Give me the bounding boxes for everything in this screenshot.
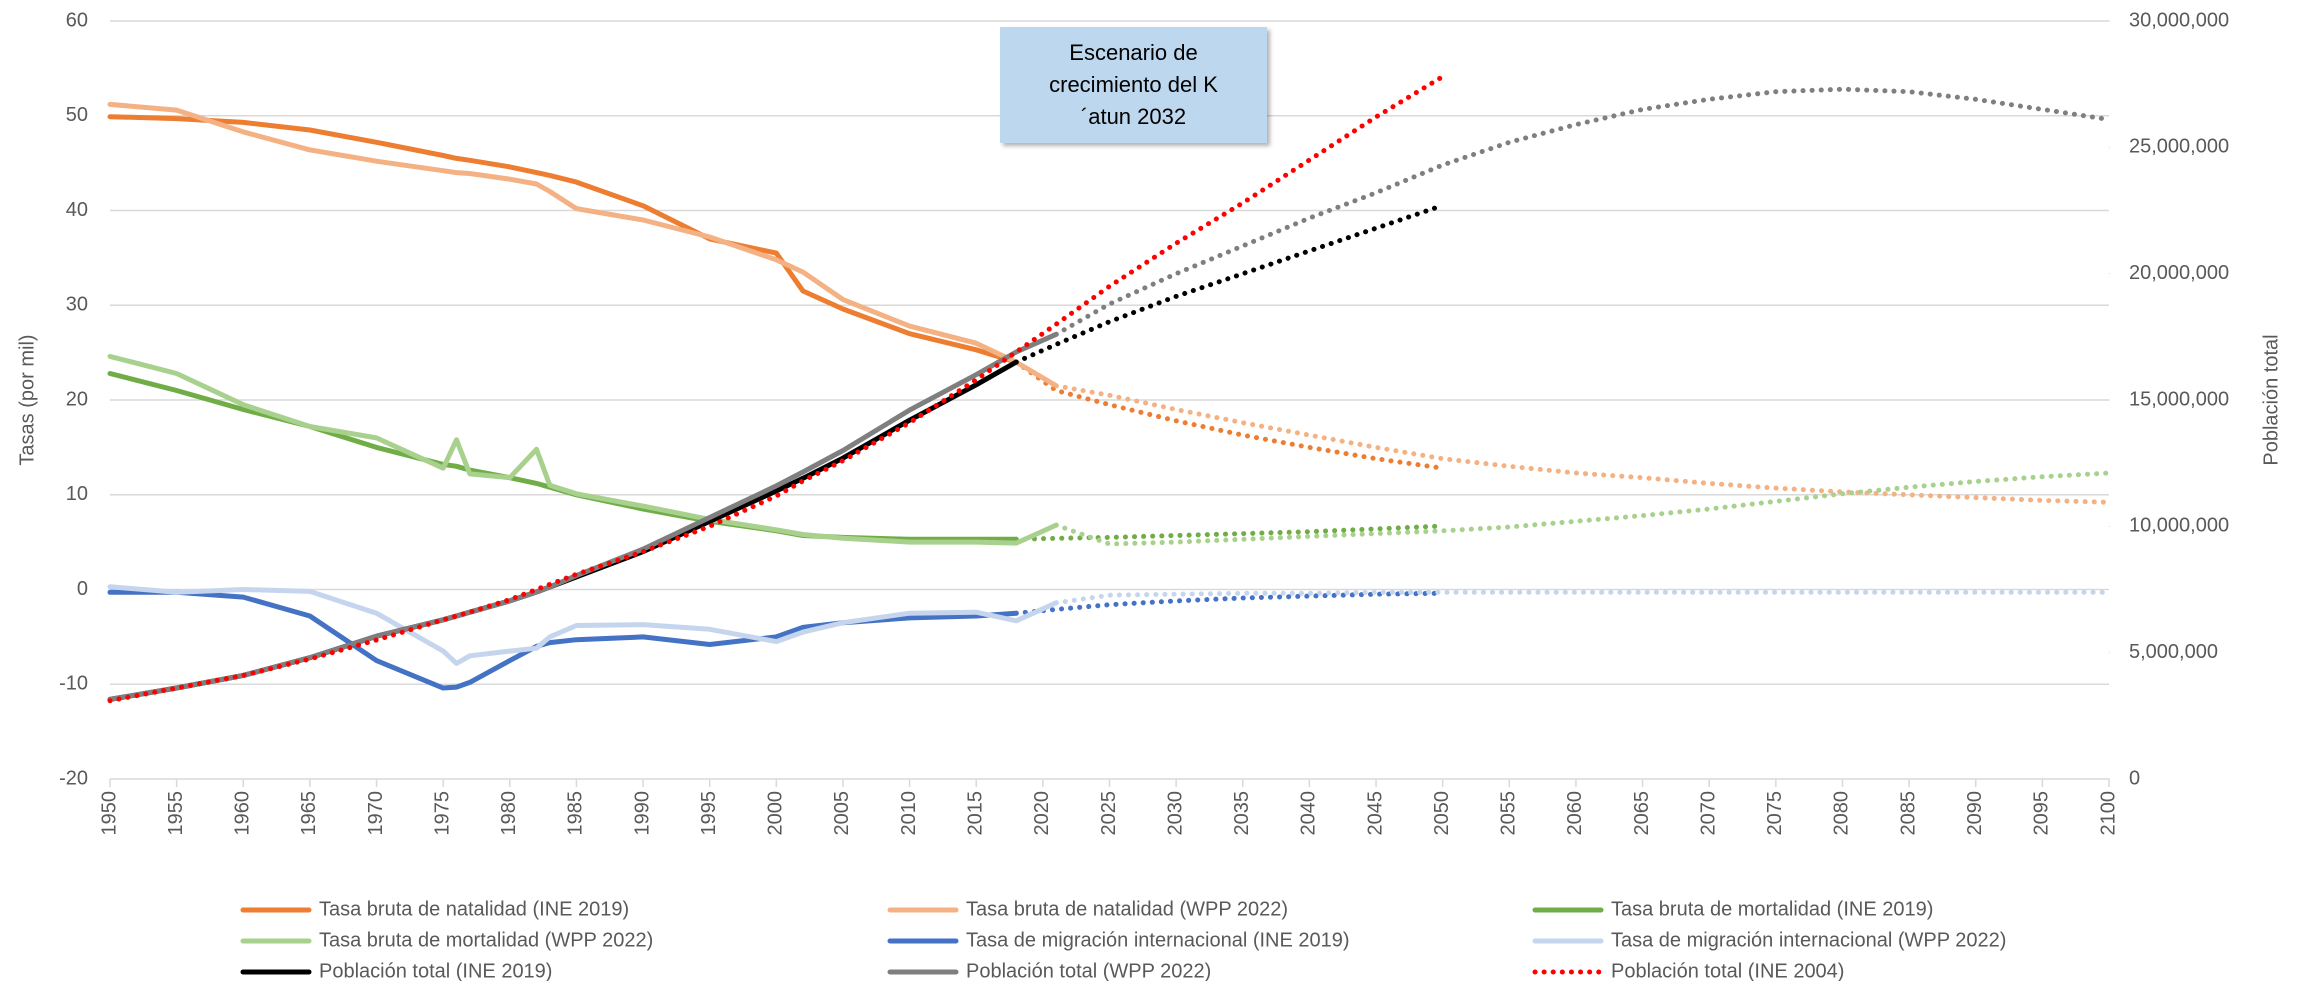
legend-label: Tasa bruta de natalidad (INE 2019) — [319, 898, 629, 920]
projection-line — [1053, 383, 2112, 505]
x-tick-label: 2040 — [1298, 791, 1320, 836]
x-tick-label: 1970 — [365, 791, 387, 836]
projection-line — [1053, 86, 2112, 337]
legend-label: Tasa bruta de mortalidad (INE 2019) — [1611, 898, 1933, 920]
x-tick-label: 2095 — [2031, 791, 2053, 836]
x-tick-label: 1995 — [698, 791, 720, 836]
y-tick-label: 0 — [77, 578, 88, 600]
x-tick-label: 1990 — [631, 791, 653, 836]
legend-label: Población total (INE 2019) — [319, 960, 552, 981]
legend-label: Población total (INE 2004) — [1611, 960, 1844, 981]
projection-line — [1013, 359, 1446, 471]
x-tick-label: 2025 — [1098, 791, 1120, 836]
x-tick-label: 2005 — [831, 791, 853, 836]
legend-label: Población total (WPP 2022) — [966, 960, 1211, 981]
y2-tick-label: 30,000,000 — [2129, 9, 2229, 31]
x-tick-label: 2085 — [1897, 791, 1919, 836]
y-tick-label: -10 — [59, 673, 88, 695]
x-tick-label: 2060 — [1564, 791, 1586, 836]
x-tick-label: 2100 — [2097, 791, 2119, 836]
y2-tick-label: 15,000,000 — [2129, 388, 2229, 410]
projection-line — [1053, 470, 2112, 547]
y-tick-label: 20 — [66, 388, 88, 410]
x-tick-label: 1955 — [165, 791, 187, 836]
series-line — [107, 101, 1059, 389]
x-tick-label: 2030 — [1164, 791, 1186, 836]
x-tick-label: 2070 — [1697, 791, 1719, 836]
x-tick-label: 2045 — [1364, 791, 1386, 836]
x-tick-label: 2035 — [1231, 791, 1253, 836]
x-tick-label: 1985 — [565, 791, 587, 836]
annotation: Escenario de crecimiento del K´atun 2032 — [1000, 27, 1267, 143]
legend-label: Tasa bruta de mortalidad (WPP 2022) — [319, 929, 653, 951]
x-tick-label: 2010 — [898, 791, 920, 836]
y-tick-label: 50 — [66, 104, 88, 126]
series-line — [107, 331, 1059, 702]
x-tick-label: 1975 — [431, 791, 453, 836]
projection-line — [1013, 202, 1446, 365]
projection-line — [107, 74, 1446, 704]
projection-line — [1013, 523, 1446, 542]
series-line — [107, 353, 1059, 546]
x-tick-label: 2050 — [1431, 791, 1453, 836]
y-axis-title: Tasas (por mil) — [16, 334, 38, 465]
x-tick-label: 2065 — [1631, 791, 1653, 836]
y-tick-label: 60 — [66, 9, 88, 31]
y2-tick-label: 10,000,000 — [2129, 515, 2229, 537]
x-tick-label: 2055 — [1498, 791, 1520, 836]
x-tick-label: 1950 — [98, 791, 120, 836]
x-tick-label: 2015 — [965, 791, 987, 836]
projection-line — [1053, 589, 2112, 606]
y2-axis-title: Población total — [2260, 334, 2282, 465]
x-tick-label: 1960 — [232, 791, 254, 836]
y2-tick-label: 25,000,000 — [2129, 136, 2229, 158]
y2-tick-label: 20,000,000 — [2129, 262, 2229, 284]
projection-line — [1013, 590, 1446, 616]
legend-label: Tasa bruta de natalidad (WPP 2022) — [966, 898, 1288, 920]
y-tick-label: 30 — [66, 294, 88, 316]
series-line — [107, 584, 1059, 666]
x-tick-label: 2075 — [1764, 791, 1786, 836]
y2-tick-label: 5,000,000 — [2129, 641, 2218, 663]
legend-label: Tasa de migración internacional (WPP 202… — [1611, 929, 2006, 951]
x-tick-label: 2090 — [1964, 791, 1986, 836]
y-tick-label: -20 — [59, 767, 88, 789]
legend-label: Tasa de migración internacional (INE 201… — [966, 929, 1350, 951]
series-line — [107, 114, 1019, 365]
x-tick-label: 2020 — [1031, 791, 1053, 836]
x-tick-label: 1965 — [298, 791, 320, 836]
x-tick-label: 1980 — [498, 791, 520, 836]
y-tick-label: 10 — [66, 483, 88, 505]
y-tick-label: 40 — [66, 199, 88, 221]
series-line — [107, 371, 1019, 542]
x-tick-label: 2000 — [765, 791, 787, 836]
y2-tick-label: 0 — [2129, 767, 2140, 789]
x-tick-label: 2080 — [1831, 791, 1853, 836]
